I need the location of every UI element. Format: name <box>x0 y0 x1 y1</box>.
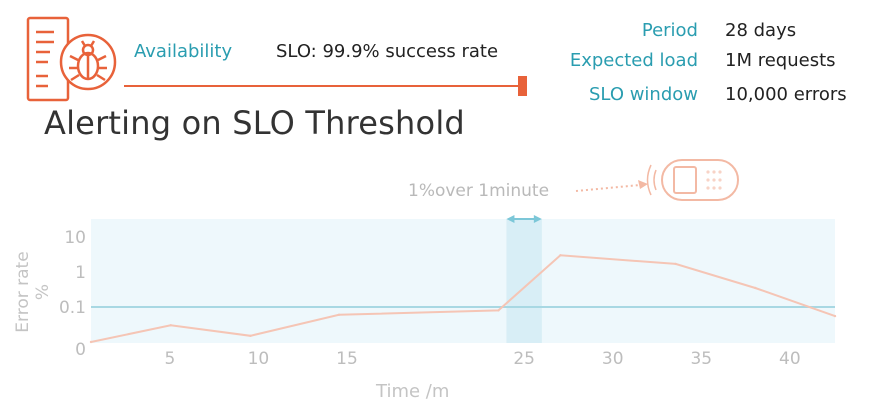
page-title: Alerting on SLO Threshold <box>44 104 465 142</box>
x-tick-label: 35 <box>690 349 712 369</box>
band-arrow-right <box>533 215 542 223</box>
data-point <box>337 313 341 316</box>
info-label-period: Period <box>641 20 698 41</box>
x-tick-label: 10 <box>248 349 270 369</box>
data-point <box>833 314 837 318</box>
availability-label: Availability <box>134 41 233 62</box>
y-tick-label: 0.1 <box>59 298 86 318</box>
info-value-window: 10,000 errors <box>725 84 847 105</box>
y-tick-label: 1 <box>75 263 86 283</box>
x-axis-label: Time /m <box>376 381 450 402</box>
error-rate-chart: 0 0.1 1 10 5 10 15 25 30 35 40 <box>59 215 837 369</box>
data-point <box>89 340 93 344</box>
slo-line <box>124 76 527 96</box>
x-tick-label: 40 <box>779 349 801 369</box>
slo-text: SLO: 99.9% success rate <box>276 41 499 62</box>
x-tick-label: 5 <box>164 349 175 369</box>
data-point <box>169 324 172 327</box>
annotation-text: 1%over 1minute <box>408 181 550 201</box>
x-tick-label: 25 <box>513 349 535 369</box>
data-point <box>674 262 677 266</box>
data-point <box>559 254 562 257</box>
y-tick-label: 10 <box>64 228 86 248</box>
info-value-period: 28 days <box>725 20 797 41</box>
data-point <box>497 309 500 312</box>
band-arrow-left <box>506 215 515 223</box>
plot-area <box>91 219 835 343</box>
annotation-arrow <box>575 180 648 192</box>
y-tick-label: 0 <box>75 340 86 360</box>
data-point <box>754 286 757 290</box>
alert-window-band <box>506 219 542 343</box>
info-label-load: Expected load <box>569 50 698 71</box>
y-axis-label: Error rate % <box>13 251 53 333</box>
data-point <box>249 334 252 338</box>
server-bug-icon <box>26 16 117 102</box>
x-tick-label: 15 <box>336 349 358 369</box>
info-label-window: SLO window <box>589 84 698 105</box>
info-value-load: 1M requests <box>725 50 836 71</box>
x-tick-label: 30 <box>602 349 624 369</box>
alert-pager-icon <box>646 159 739 201</box>
